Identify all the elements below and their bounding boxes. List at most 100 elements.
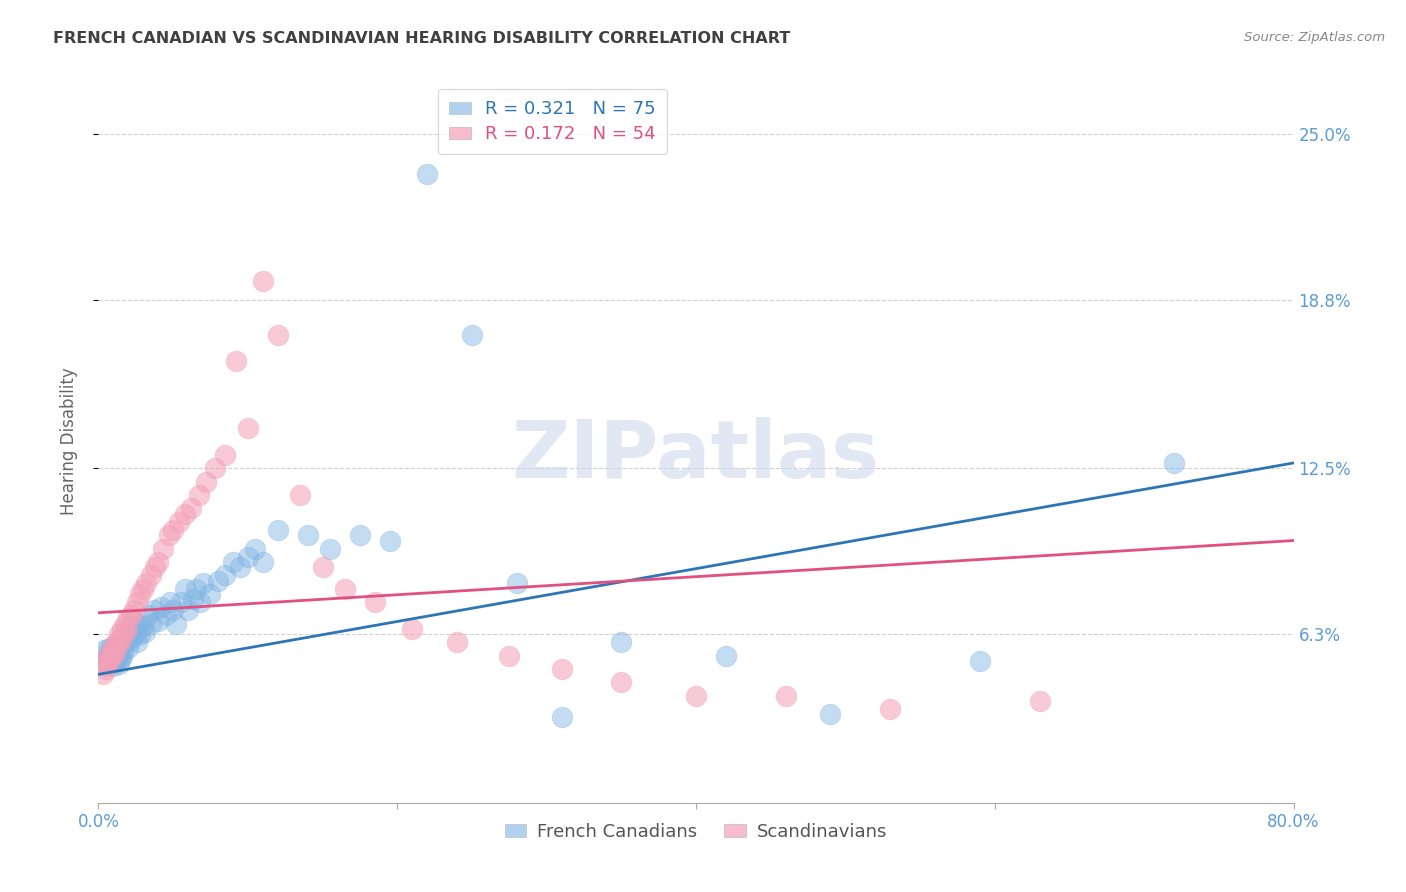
Text: ZIPatlas: ZIPatlas bbox=[512, 417, 880, 495]
Point bbox=[97, 651, 120, 665]
Point bbox=[114, 635, 136, 649]
Point bbox=[120, 622, 142, 636]
Point bbox=[115, 622, 138, 636]
Point bbox=[152, 541, 174, 556]
Point bbox=[148, 614, 170, 628]
Point bbox=[288, 488, 311, 502]
Point bbox=[97, 640, 120, 655]
Point bbox=[775, 689, 797, 703]
Point bbox=[143, 560, 166, 574]
Point bbox=[267, 327, 290, 342]
Point bbox=[98, 646, 122, 660]
Point bbox=[364, 595, 387, 609]
Point bbox=[111, 622, 134, 636]
Point bbox=[461, 327, 484, 342]
Point bbox=[214, 448, 236, 462]
Point bbox=[1028, 694, 1050, 708]
Point bbox=[191, 576, 214, 591]
Point bbox=[108, 627, 131, 641]
Point bbox=[125, 624, 148, 639]
Point bbox=[610, 635, 633, 649]
Point bbox=[107, 648, 129, 663]
Point bbox=[107, 640, 129, 655]
Point bbox=[550, 710, 572, 724]
Point bbox=[222, 555, 245, 569]
Point bbox=[187, 488, 209, 502]
Point bbox=[103, 643, 125, 657]
Point bbox=[105, 654, 128, 668]
Point bbox=[105, 646, 128, 660]
Point bbox=[969, 654, 991, 668]
Point bbox=[136, 608, 159, 623]
Point bbox=[150, 600, 173, 615]
Point bbox=[188, 595, 211, 609]
Point bbox=[333, 582, 356, 596]
Point bbox=[200, 587, 222, 601]
Point bbox=[107, 638, 129, 652]
Y-axis label: Hearing Disability: Hearing Disability bbox=[59, 368, 77, 516]
Point bbox=[117, 640, 139, 655]
Point bbox=[91, 667, 114, 681]
Point bbox=[180, 501, 202, 516]
Point bbox=[104, 651, 127, 665]
Point bbox=[104, 646, 127, 660]
Point bbox=[236, 549, 259, 564]
Point bbox=[550, 662, 572, 676]
Point bbox=[132, 619, 155, 633]
Point bbox=[98, 646, 122, 660]
Point bbox=[714, 648, 737, 663]
Point bbox=[252, 555, 274, 569]
Point bbox=[416, 167, 439, 181]
Point bbox=[121, 630, 143, 644]
Point bbox=[148, 555, 170, 569]
Point bbox=[349, 528, 371, 542]
Point bbox=[108, 646, 131, 660]
Point bbox=[127, 595, 149, 609]
Point bbox=[94, 659, 117, 673]
Point bbox=[135, 576, 157, 591]
Point bbox=[165, 616, 187, 631]
Point bbox=[311, 560, 333, 574]
Point bbox=[96, 651, 118, 665]
Point bbox=[112, 627, 135, 641]
Point bbox=[319, 541, 342, 556]
Point bbox=[245, 541, 267, 556]
Point bbox=[184, 582, 207, 596]
Point bbox=[117, 611, 139, 625]
Point bbox=[169, 595, 191, 609]
Point bbox=[174, 507, 197, 521]
Point bbox=[129, 627, 152, 641]
Point bbox=[110, 638, 132, 652]
Point bbox=[118, 632, 141, 647]
Point bbox=[236, 421, 259, 435]
Point bbox=[159, 595, 181, 609]
Point bbox=[498, 648, 520, 663]
Point bbox=[157, 528, 180, 542]
Point bbox=[229, 560, 252, 574]
Point bbox=[94, 662, 117, 676]
Point bbox=[610, 675, 633, 690]
Point bbox=[685, 689, 707, 703]
Point bbox=[506, 576, 529, 591]
Point bbox=[114, 616, 136, 631]
Point bbox=[204, 461, 226, 475]
Point bbox=[225, 354, 247, 368]
Point bbox=[181, 592, 204, 607]
Text: FRENCH CANADIAN VS SCANDINAVIAN HEARING DISABILITY CORRELATION CHART: FRENCH CANADIAN VS SCANDINAVIAN HEARING … bbox=[53, 31, 790, 46]
Point bbox=[127, 635, 149, 649]
Point bbox=[108, 657, 131, 671]
Point bbox=[110, 632, 132, 647]
Point bbox=[120, 608, 142, 623]
Point bbox=[252, 274, 274, 288]
Point bbox=[101, 648, 124, 663]
Point bbox=[115, 627, 138, 641]
Point bbox=[446, 635, 468, 649]
Point bbox=[103, 640, 125, 655]
Point bbox=[139, 568, 162, 582]
Point bbox=[142, 603, 165, 617]
Point bbox=[1163, 456, 1185, 470]
Legend: French Canadians, Scandinavians: French Canadians, Scandinavians bbox=[498, 815, 894, 848]
Point bbox=[101, 640, 124, 655]
Point bbox=[155, 608, 177, 623]
Point bbox=[820, 707, 842, 722]
